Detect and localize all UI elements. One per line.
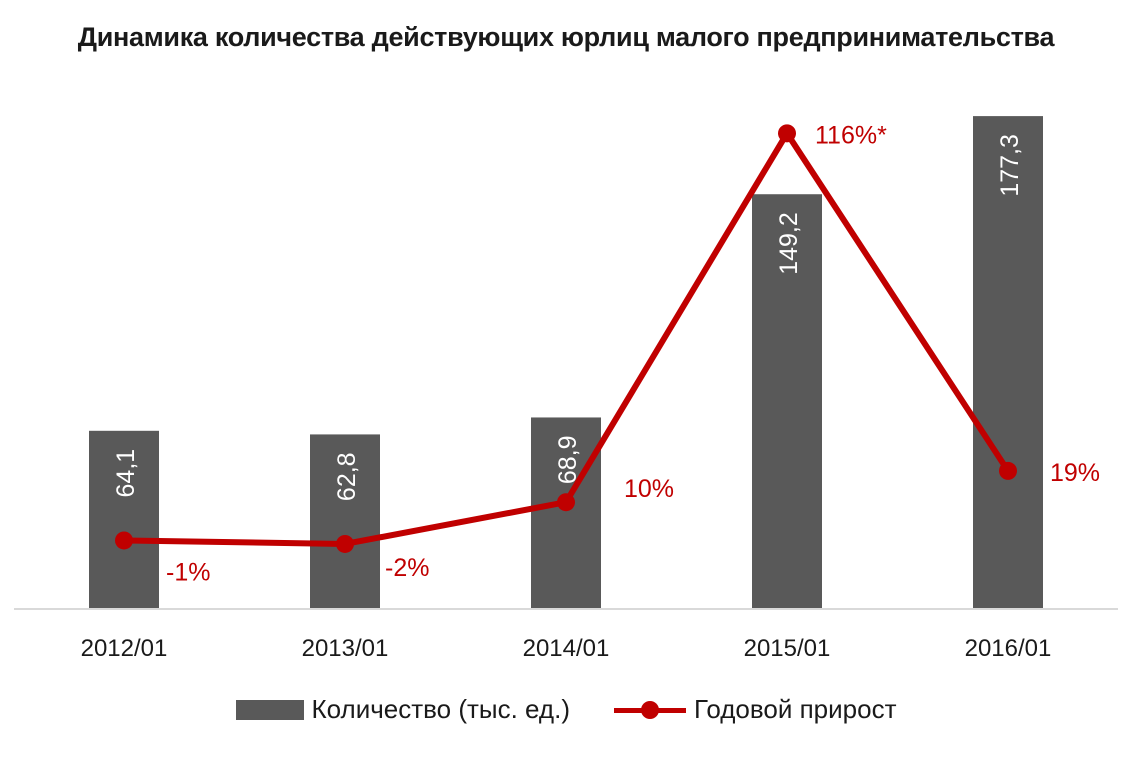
growth-value-label: 116%* <box>815 121 887 149</box>
bar-value-label: 177,3 <box>996 134 1024 197</box>
bar-2014/01 <box>531 417 601 609</box>
x-tick-labels: 2012/01 2013/01 2014/01 2015/01 2016/01 <box>81 635 1052 662</box>
growth-value-label: 10% <box>624 475 674 503</box>
growth-point-2014/01 <box>557 493 575 512</box>
legend-label-count: Количество (тыс. ед.) <box>311 694 571 724</box>
bar-2013/01 <box>310 434 380 609</box>
legend: Количество (тыс. ед.) Годовой прирост <box>0 694 1132 725</box>
x-tick-label: 2015/01 <box>744 635 831 662</box>
bar-value-label: 62,8 <box>333 452 361 501</box>
legend-label-growth: Годовой прирост <box>694 694 897 724</box>
growth-value-label: 19% <box>1050 459 1100 487</box>
labels-layer: 64,1 62,8 68,9 149,2 177,3 -1% -2% 10% 116%* 19% <box>112 121 1100 586</box>
legend-item-count: Количество (тыс. ед.) <box>235 694 571 725</box>
x-tick-label: 2014/01 <box>523 635 610 662</box>
growth-line-layer <box>115 124 1017 553</box>
growth-value-label: -2% <box>385 554 429 582</box>
legend-item-growth: Годовой прирост <box>614 694 896 725</box>
bar-2016/01 <box>973 116 1043 609</box>
bar-value-label: 149,2 <box>775 212 803 275</box>
growth-point-2012/01 <box>115 531 133 550</box>
bars-layer <box>89 116 1043 609</box>
chart-title: Динамика количества действующих юрлиц ма… <box>77 22 1055 52</box>
bar-value-label: 68,9 <box>554 435 582 484</box>
bar-2015/01 <box>752 194 822 609</box>
bar-value-label: 64,1 <box>112 449 140 498</box>
bar-2012/01 <box>89 430 159 609</box>
x-tick-label: 2016/01 <box>965 635 1052 662</box>
growth-point-2016/01 <box>999 461 1017 480</box>
growth-value-label: -1% <box>166 558 210 586</box>
legend-bar-swatch <box>235 699 304 720</box>
growth-point-2013/01 <box>336 534 354 553</box>
x-tick-label: 2013/01 <box>302 635 389 662</box>
growth-point-2015/01 <box>778 124 796 143</box>
x-tick-label: 2012/01 <box>81 635 168 662</box>
legend-line-swatch <box>614 698 686 722</box>
